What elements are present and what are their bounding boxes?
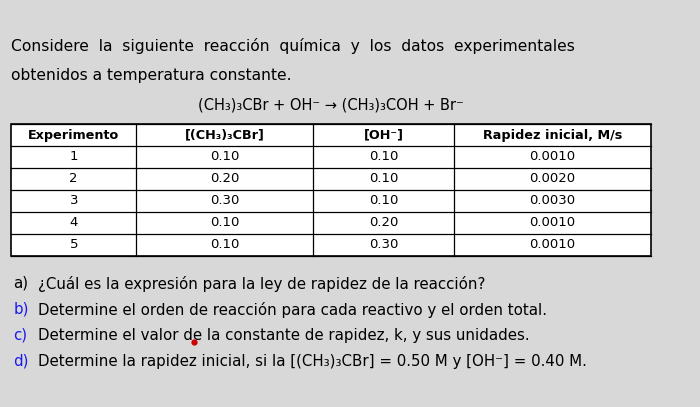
Text: obtenidos a temperatura constante.: obtenidos a temperatura constante. <box>11 68 292 83</box>
Text: 0.0010: 0.0010 <box>530 239 575 252</box>
Text: 0.20: 0.20 <box>369 217 398 230</box>
Text: ¿Cuál es la expresión para la ley de rapidez de la reacción?: ¿Cuál es la expresión para la ley de rap… <box>38 276 485 292</box>
Text: 4: 4 <box>69 217 78 230</box>
Text: 0.30: 0.30 <box>369 239 398 252</box>
Text: Determine el valor de la constante de rapidez, k, y sus unidades.: Determine el valor de la constante de ra… <box>38 328 529 343</box>
Text: Determine el orden de reacción para cada reactivo y el orden total.: Determine el orden de reacción para cada… <box>38 302 547 318</box>
Text: 0.0010: 0.0010 <box>530 151 575 164</box>
Text: Rapidez inicial, M/s: Rapidez inicial, M/s <box>483 129 622 142</box>
Text: Experimento: Experimento <box>28 129 120 142</box>
Text: 3: 3 <box>69 195 78 208</box>
Text: [OH⁻]: [OH⁻] <box>363 129 404 142</box>
Text: 0.10: 0.10 <box>210 239 239 252</box>
Text: 0.0020: 0.0020 <box>530 173 575 186</box>
Bar <box>11 124 651 256</box>
Text: b): b) <box>13 302 29 317</box>
Text: 0.0030: 0.0030 <box>530 195 575 208</box>
Text: a): a) <box>13 276 29 291</box>
Text: 0.10: 0.10 <box>210 151 239 164</box>
Text: Determine la rapidez inicial, si la [(CH₃)₃CBr] = 0.50 M y [OH⁻] = 0.40 M.: Determine la rapidez inicial, si la [(CH… <box>38 354 587 369</box>
Text: 0.10: 0.10 <box>369 151 398 164</box>
Text: d): d) <box>13 354 29 369</box>
Bar <box>11 124 651 256</box>
Text: 0.0010: 0.0010 <box>530 217 575 230</box>
Text: [(CH₃)₃CBr]: [(CH₃)₃CBr] <box>185 129 265 142</box>
Text: c): c) <box>13 328 27 343</box>
Text: 0.20: 0.20 <box>210 173 239 186</box>
Text: 0.30: 0.30 <box>210 195 239 208</box>
Text: 0.10: 0.10 <box>369 173 398 186</box>
Text: Considere  la  siguiente  reacción  química  y  los  datos  experimentales: Considere la siguiente reacción química … <box>11 38 575 54</box>
Text: 0.10: 0.10 <box>369 195 398 208</box>
Text: 1: 1 <box>69 151 78 164</box>
Text: 2: 2 <box>69 173 78 186</box>
Text: 0.10: 0.10 <box>210 217 239 230</box>
Text: (CH₃)₃CBr + OH⁻ → (CH₃)₃COH + Br⁻: (CH₃)₃CBr + OH⁻ → (CH₃)₃COH + Br⁻ <box>198 98 464 113</box>
Text: 5: 5 <box>69 239 78 252</box>
